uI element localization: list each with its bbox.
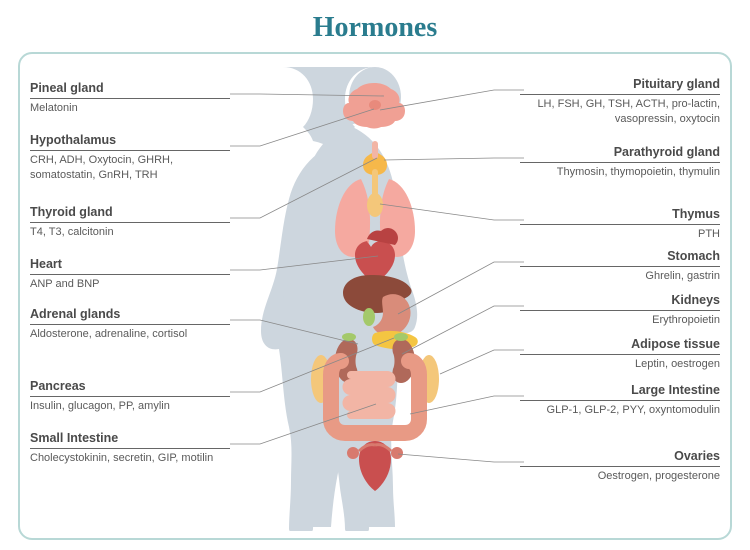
hormones-list: GLP-1, GLP-2, PYY, oxyntomodulin (520, 401, 720, 418)
hormones-list: ANP and BNP (30, 275, 230, 292)
gland-name: Stomach (520, 248, 720, 267)
hormones-list: Leptin, oestrogen (520, 355, 720, 372)
label-entry-right_labels-4: KidneysErythropoietin (520, 292, 720, 328)
diagram-frame: Pineal glandMelatonin HypothalamusCRH, AD… (18, 52, 732, 540)
label-entry-left_labels-0: Pineal glandMelatonin (30, 80, 230, 116)
gland-name: Pituitary gland (520, 76, 720, 95)
label-entry-right_labels-6: Large IntestineGLP-1, GLP-2, PYY, oxynto… (520, 382, 720, 418)
label-entry-left_labels-6: Small IntestineCholecystokinin, secretin… (30, 430, 230, 466)
hormones-list: Ghrelin, gastrin (520, 267, 720, 284)
gland-name: Adrenal glands (30, 306, 230, 325)
label-entry-left_labels-3: HeartANP and BNP (30, 256, 230, 292)
hormones-list: Erythropoietin (520, 311, 720, 328)
label-entry-right_labels-1: Parathyroid glandThymosin, thymopoietin,… (520, 144, 720, 180)
gland-name: Hypothalamus (30, 132, 230, 151)
hormones-list: Oestrogen, progesterone (520, 467, 720, 484)
hormones-list: CRH, ADH, Oxytocin, GHRH, somatostatin, … (30, 151, 230, 183)
gland-name: Pancreas (30, 378, 230, 397)
gland-name: Pineal gland (30, 80, 230, 99)
label-entry-left_labels-2: Thyroid glandT4, T3, calcitonin (30, 204, 230, 240)
gland-name: Ovaries (520, 448, 720, 467)
hormones-list: Aldosterone, adrenaline, cortisol (30, 325, 230, 342)
gland-name: Heart (30, 256, 230, 275)
label-entry-right_labels-3: StomachGhrelin, gastrin (520, 248, 720, 284)
hormones-list: Insulin, glucagon, PP, amylin (30, 397, 230, 414)
page-title: Hormones (0, 0, 750, 52)
label-entry-left_labels-4: Adrenal glandsAldosterone, adrenaline, c… (30, 306, 230, 342)
label-entry-left_labels-1: HypothalamusCRH, ADH, Oxytocin, GHRH, so… (30, 132, 230, 183)
hormones-list: PTH (520, 225, 720, 242)
label-entry-right_labels-5: Adipose tissueLeptin, oestrogen (520, 336, 720, 372)
hormones-list: Thymosin, thymopoietin, thymulin (520, 163, 720, 180)
hormones-list: Melatonin (30, 99, 230, 116)
label-entry-right_labels-0: Pituitary glandLH, FSH, GH, TSH, ACTH, p… (520, 76, 720, 127)
body-illustration (245, 61, 505, 531)
gland-name: Large Intestine (520, 382, 720, 401)
gland-name: Parathyroid gland (520, 144, 720, 163)
gland-name: Thymus (520, 206, 720, 225)
gland-name: Adipose tissue (520, 336, 720, 355)
hormones-list: LH, FSH, GH, TSH, ACTH, pro-lactin, vaso… (520, 95, 720, 127)
label-entry-left_labels-5: PancreasInsulin, glucagon, PP, amylin (30, 378, 230, 414)
label-entry-right_labels-7: OvariesOestrogen, progesterone (520, 448, 720, 484)
gland-name: Small Intestine (30, 430, 230, 449)
gland-name: Thyroid gland (30, 204, 230, 223)
label-entry-right_labels-2: ThymusPTH (520, 206, 720, 242)
hormones-list: Cholecystokinin, secretin, GIP, motilin (30, 449, 230, 466)
gland-name: Kidneys (520, 292, 720, 311)
hormones-list: T4, T3, calcitonin (30, 223, 230, 240)
